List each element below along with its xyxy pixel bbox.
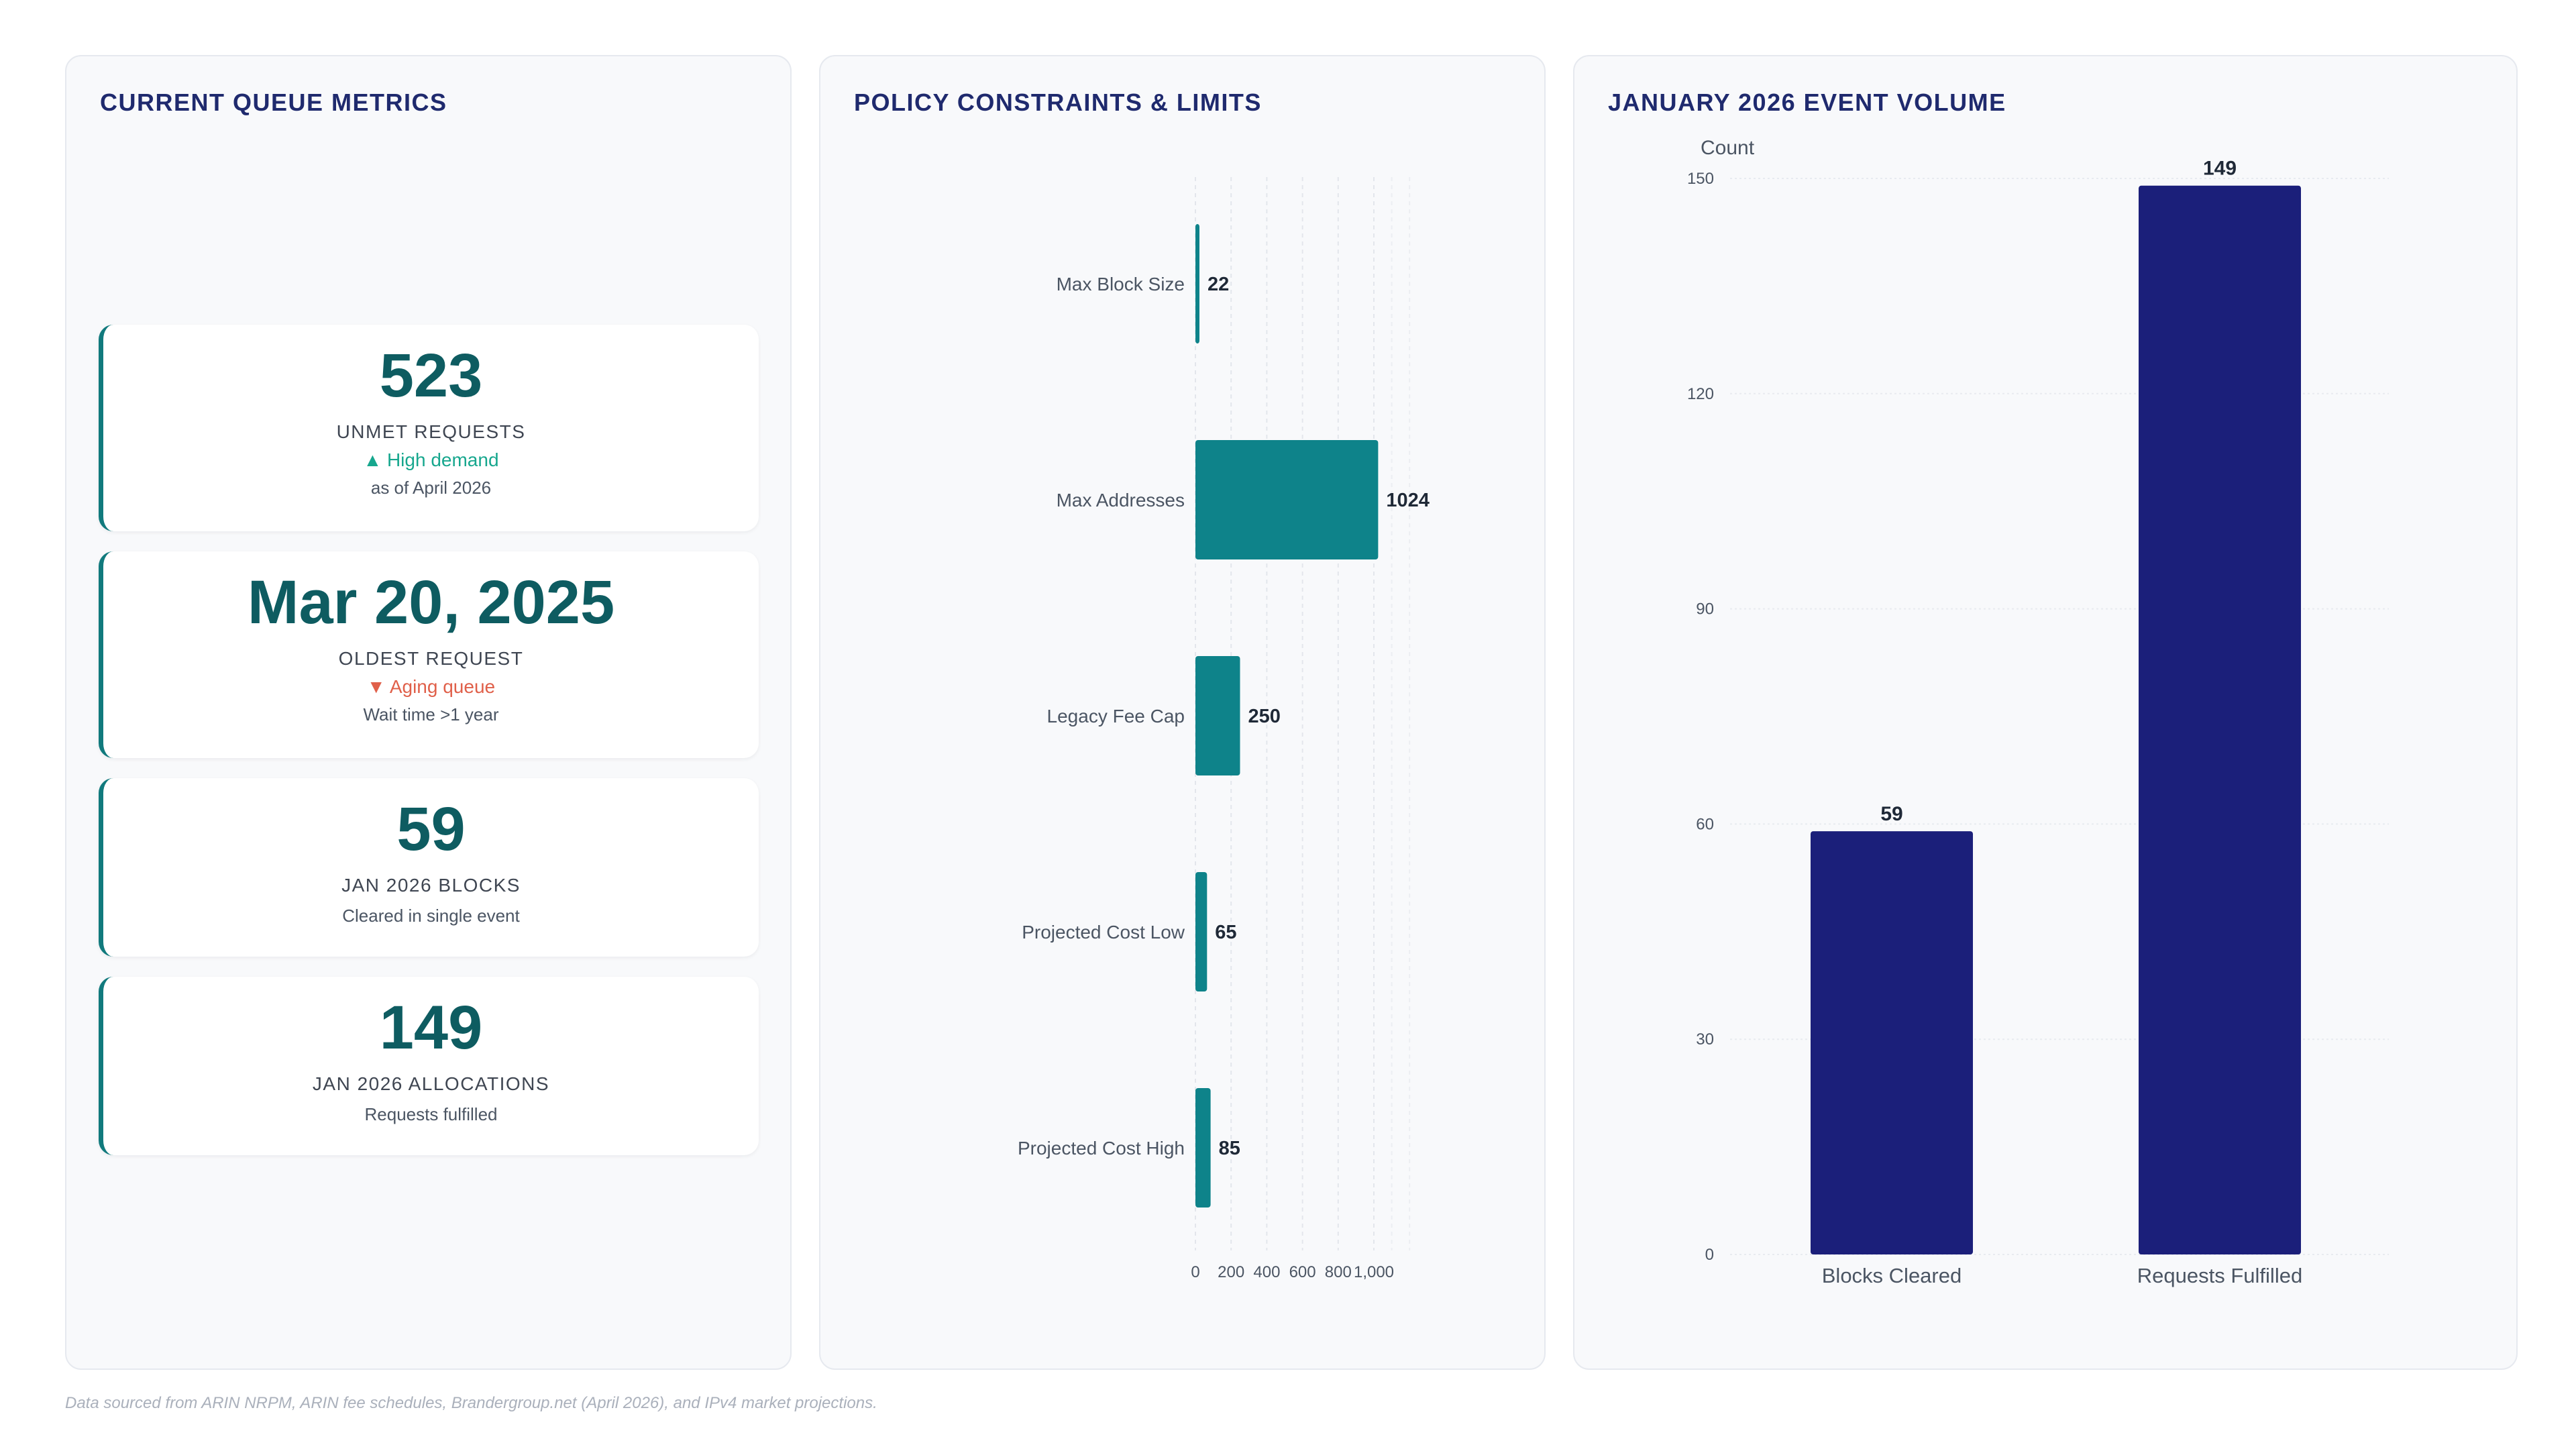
bar [1195, 656, 1240, 775]
bar [1811, 831, 1973, 1254]
kpi-label: UNMET REQUESTS [336, 421, 526, 442]
value-label: 59 [1880, 803, 1902, 825]
bar [1195, 872, 1208, 991]
policy-panel-title: POLICY CONSTRAINTS & LIMITS [854, 89, 1262, 116]
kpi-card-list: 523 UNMET REQUESTS ▲ High demand as of A… [99, 325, 759, 1175]
kpi-value: 59 [396, 795, 466, 863]
bar [1195, 1088, 1211, 1208]
value-label: 1024 [1386, 490, 1430, 511]
kpi-label: OLDEST REQUEST [338, 648, 524, 669]
category-label: Requests Fulfilled [2137, 1264, 2302, 1287]
event-volume-bar-chart: Count 0 30 60 90 120 150 59 Blocks Cleared 149 Req… [1687, 137, 2389, 1287]
kpi-value: 523 [379, 341, 483, 410]
kpi-value: Mar 20, 2025 [247, 568, 615, 637]
policy-bar-chart: Max Block Size 22 Max Addresses 1024 Legacy … [1018, 177, 1430, 1281]
kpi-card-oldest-request: Mar 20, 2025 OLDEST REQUEST ▼ Aging queu… [99, 551, 759, 758]
data-source-note: Data sourced from ARIN NRPM, ARIN fee sc… [65, 1394, 877, 1412]
value-label: 22 [1208, 274, 1229, 295]
kpi-subtext: Wait time >1 year [363, 704, 499, 724]
category-label: Projected Cost High [1018, 1138, 1185, 1159]
category-label: Max Block Size [1057, 274, 1185, 294]
value-label: 85 [1219, 1138, 1240, 1159]
x-tick-label: 400 [1253, 1263, 1280, 1281]
x-tick-label: 1,000 [1354, 1263, 1394, 1281]
volume-panel-title: JANUARY 2026 EVENT VOLUME [1608, 89, 2006, 116]
x-tick-label: 600 [1289, 1263, 1316, 1281]
y-axis-title: Count [1701, 137, 1755, 159]
x-tick-label: 200 [1218, 1263, 1244, 1281]
kpi-subtext: as of April 2026 [370, 478, 492, 498]
value-label: 65 [1215, 922, 1236, 943]
current-queue-metrics-panel: CURRENT QUEUE METRICS 523 UNMET REQUESTS… [65, 55, 792, 1370]
kpi-trend-up: ▲ High demand [363, 449, 499, 470]
y-tick-label: 90 [1696, 600, 1714, 619]
y-tick-label: 30 [1696, 1030, 1714, 1049]
y-tick-label: 60 [1696, 815, 1714, 833]
y-tick-label: 150 [1687, 170, 1714, 188]
bar [2139, 185, 2301, 1254]
category-label: Projected Cost Low [1022, 922, 1185, 943]
bar [1195, 440, 1379, 559]
value-label: 149 [2203, 158, 2237, 180]
y-tick-label: 120 [1687, 385, 1714, 403]
kpi-subtext: Cleared in single event [342, 906, 520, 926]
x-tick-label: 0 [1191, 1263, 1199, 1281]
kpi-trend-down: ▼ Aging queue [366, 676, 496, 697]
y-tick-label: 0 [1705, 1246, 1714, 1264]
kpi-card-jan-blocks: 59 JAN 2026 BLOCKS Cleared in single eve… [99, 778, 759, 957]
category-label: Blocks Cleared [1822, 1264, 1962, 1287]
event-volume-panel: JANUARY 2026 EVENT VOLUME Count 0 30 60 90 12… [1573, 55, 2518, 1370]
kpi-label: JAN 2026 ALLOCATIONS [312, 1073, 550, 1094]
bar [1195, 224, 1199, 343]
kpi-value: 149 [379, 994, 483, 1062]
category-label: Max Addresses [1057, 490, 1185, 511]
kpi-card-unmet-requests: 523 UNMET REQUESTS ▲ High demand as of A… [99, 325, 759, 531]
policy-constraints-panel: POLICY CONSTRAINTS & LIMITS Max Block Si… [819, 55, 1546, 1370]
value-label: 250 [1248, 706, 1281, 727]
kpi-label: JAN 2026 BLOCKS [341, 875, 521, 896]
kpi-card-jan-allocations: 149 JAN 2026 ALLOCATIONS Requests fulfil… [99, 977, 759, 1155]
metrics-panel-title: CURRENT QUEUE METRICS [100, 89, 447, 116]
x-tick-label: 800 [1325, 1263, 1352, 1281]
category-label: Legacy Fee Cap [1047, 706, 1185, 727]
kpi-subtext: Requests fulfilled [364, 1104, 498, 1124]
